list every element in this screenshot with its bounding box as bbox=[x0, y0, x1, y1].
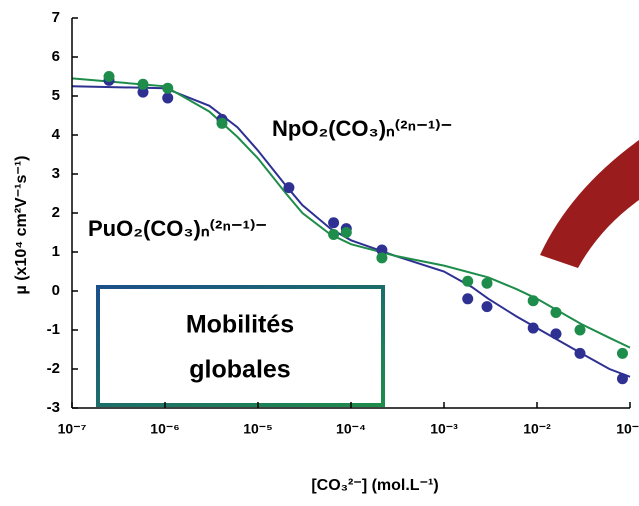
data-point bbox=[527, 322, 539, 334]
y-tick-label: -1 bbox=[47, 321, 60, 338]
fit-line bbox=[71, 77, 631, 349]
data-point bbox=[340, 227, 352, 238]
annotation-line: Mobilités bbox=[186, 311, 294, 339]
data-point bbox=[527, 295, 539, 307]
data-point bbox=[481, 277, 493, 289]
x-tick-label: 10⁻⁷ bbox=[58, 421, 87, 437]
y-tick-label: 1 bbox=[52, 243, 60, 260]
data-point bbox=[216, 117, 228, 129]
y-tick-label: 5 bbox=[52, 87, 60, 104]
data-point bbox=[462, 293, 474, 305]
data-point bbox=[137, 86, 149, 98]
data-point bbox=[550, 328, 562, 340]
data-point bbox=[550, 306, 562, 318]
y-tick-label: -3 bbox=[47, 399, 60, 416]
data-point bbox=[616, 373, 628, 385]
x-tick-label: 10⁻² bbox=[523, 421, 551, 437]
data-point bbox=[103, 71, 115, 82]
data-point bbox=[328, 217, 340, 229]
series-label: PuO₂(CO₃)ₙ⁽²ⁿ⁻¹⁾⁻ bbox=[88, 216, 267, 241]
y-tick-label: -2 bbox=[47, 360, 60, 377]
y-tick-label: 0 bbox=[52, 282, 60, 299]
x-axis-label: [CO₃²⁻] (mol.L⁻¹) bbox=[311, 477, 438, 494]
data-point bbox=[162, 82, 174, 94]
data-point bbox=[376, 252, 388, 264]
decorative-arc bbox=[540, 140, 639, 268]
annotation-box bbox=[96, 285, 385, 407]
fit-line bbox=[71, 85, 631, 378]
data-point bbox=[137, 78, 149, 90]
data-point bbox=[162, 92, 174, 104]
data-point bbox=[574, 324, 586, 336]
series-label: NpO₂(CO₃)ₙ⁽²ⁿ⁻¹⁾⁻ bbox=[272, 116, 452, 141]
x-tick-label: 10⁻³ bbox=[430, 421, 458, 437]
data-point bbox=[283, 182, 295, 194]
data-point bbox=[574, 347, 586, 359]
x-tick-label: 10⁻⁶ bbox=[150, 421, 179, 437]
data-point bbox=[481, 301, 493, 313]
x-tick-label: 10⁻⁵ bbox=[243, 421, 273, 437]
y-tick-label: 2 bbox=[52, 204, 60, 221]
x-tick-label: 10⁻¹ bbox=[616, 421, 639, 437]
annotation-line: globales bbox=[189, 356, 290, 384]
data-point bbox=[328, 228, 340, 240]
x-tick-label: 10⁻⁴ bbox=[336, 421, 366, 437]
y-tick-label: 3 bbox=[52, 165, 60, 182]
y-tick-label: 4 bbox=[52, 126, 61, 143]
data-point bbox=[616, 347, 628, 359]
data-point bbox=[462, 275, 474, 287]
y-tick-label: 7 bbox=[52, 9, 60, 26]
y-tick-label: 6 bbox=[52, 48, 60, 65]
y-axis-label: µ (x10⁴ cm²V⁻¹s⁻¹) bbox=[13, 156, 30, 295]
data-point bbox=[376, 244, 388, 256]
